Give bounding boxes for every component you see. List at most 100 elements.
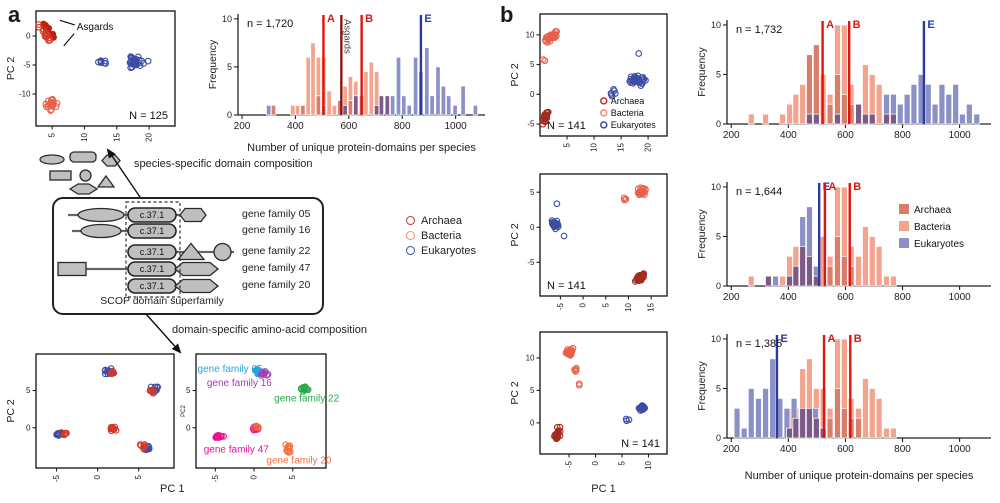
panel-b-row2-pca-svg: -5 0 5 10 15 5 0 -5 PC 2 N = 141 xyxy=(509,173,668,312)
svg-text:-5: -5 xyxy=(556,302,565,310)
svg-text:5: 5 xyxy=(716,231,721,241)
svg-text:-5: -5 xyxy=(565,460,574,468)
svg-text:Frequency: Frequency xyxy=(696,46,708,96)
svg-text:B: B xyxy=(854,333,862,345)
eukaryotes-label: Eukaryotes xyxy=(421,244,477,257)
svg-text:10: 10 xyxy=(222,14,232,24)
svg-text:Eukaryotes: Eukaryotes xyxy=(914,239,964,250)
svg-text:B: B xyxy=(365,13,373,25)
svg-text:0: 0 xyxy=(186,423,191,432)
svg-text:B: B xyxy=(853,181,861,193)
svg-text:400: 400 xyxy=(780,292,797,303)
svg-text:c.37.1: c.37.1 xyxy=(140,281,165,291)
panel-b-row3-pca-chart: -5 0 5 10 10 5 0 PC 2 PC 1 N = 141 xyxy=(506,328,671,496)
svg-text:-5: -5 xyxy=(211,474,220,482)
svg-text:1000: 1000 xyxy=(948,130,971,141)
svg-text:E: E xyxy=(823,181,830,193)
svg-text:10: 10 xyxy=(526,354,535,363)
up-left-arrow-icon xyxy=(106,148,143,201)
svg-text:n = 1,385: n = 1,385 xyxy=(736,338,782,350)
svg-text:5: 5 xyxy=(134,474,143,479)
svg-text:10: 10 xyxy=(624,302,633,311)
svg-text:gene family 47: gene family 47 xyxy=(204,444,269,455)
panel-b-row3-pca-svg: -5 0 5 10 10 5 0 PC 2 PC 1 N = 141 xyxy=(509,331,668,495)
panel-a-amino-pca-svg: -5 0 5 5 0 PC 2 xyxy=(5,353,175,482)
svg-text:20: 20 xyxy=(644,142,653,151)
svg-text:800: 800 xyxy=(894,130,911,141)
plot-area: -5 0 5 10 10 5 0 PC 2 PC 1 N = 141 xyxy=(509,331,668,495)
svg-text:15: 15 xyxy=(647,302,656,311)
svg-text:gene family 22: gene family 22 xyxy=(274,394,339,405)
svg-text:-5: -5 xyxy=(23,61,31,70)
taxa-legend: Archaea Bacteria Eukaryotes xyxy=(406,213,476,258)
svg-text:PC 2: PC 2 xyxy=(509,223,521,247)
svg-text:5: 5 xyxy=(601,302,610,307)
svg-text:600: 600 xyxy=(837,444,854,455)
svg-text:5: 5 xyxy=(530,60,535,69)
svg-text:n = 1,732: n = 1,732 xyxy=(736,24,782,36)
gene-family-16-label: gene family 16 xyxy=(242,224,311,236)
svg-text:PC 2: PC 2 xyxy=(509,63,521,87)
plot-area: 0 5 10 200 400 600 800 1000 A B En = 1,732 Frequenc… xyxy=(696,19,991,141)
svg-text:15: 15 xyxy=(112,132,121,141)
svg-text:600: 600 xyxy=(340,121,357,132)
svg-text:Frequency: Frequency xyxy=(696,208,708,258)
svg-text:gene family 20: gene family 20 xyxy=(266,456,331,467)
gene-family-47-label: gene family 47 xyxy=(242,262,311,274)
svg-text:-5: -5 xyxy=(527,120,535,129)
svg-text:5: 5 xyxy=(48,132,57,137)
panel-b-row2-histogram-svg: 0 5 10 200 400 600 800 1000 EA Bn = 1,644 Frequenc… xyxy=(696,181,991,303)
svg-text:Bacteria: Bacteria xyxy=(611,108,644,118)
svg-text:c.37.1: c.37.1 xyxy=(140,226,165,236)
svg-text:B: B xyxy=(853,19,861,31)
svg-text:800: 800 xyxy=(394,121,411,132)
svg-text:c.37.1: c.37.1 xyxy=(140,210,165,220)
plot-area: -5 0 5 5 0 PC 2 xyxy=(5,353,175,482)
svg-text:0: 0 xyxy=(591,460,600,465)
panel-b-row1-histogram-svg: 0 5 10 200 400 600 800 1000 A B En = 1,732 Frequenc… xyxy=(696,19,991,141)
svg-text:E: E xyxy=(780,333,787,345)
bacteria-label: Bacteria xyxy=(421,229,462,242)
svg-text:Number of unique protein-domai: Number of unique protein-domains per spe… xyxy=(745,470,974,482)
gene-family-20-label: gene family 20 xyxy=(242,279,311,291)
svg-text:-5: -5 xyxy=(527,258,535,267)
svg-text:Asgards: Asgards xyxy=(341,19,352,54)
svg-text:0: 0 xyxy=(227,110,232,120)
gene-glyphs-svg: c.37.1 c.37.1 c.37.1 c.37.1 c.37.1 xyxy=(57,201,234,298)
svg-text:E: E xyxy=(424,13,431,25)
legend-item-archaea: Archaea xyxy=(406,213,476,228)
arrow-to-amino-plots xyxy=(142,310,188,358)
svg-text:PC 2: PC 2 xyxy=(5,399,17,423)
panel-b-row2-pca-chart: -5 0 5 10 15 5 0 -5 PC 2 N = 141 xyxy=(506,170,671,322)
svg-text:Frequency: Frequency xyxy=(696,360,708,410)
svg-text:1000: 1000 xyxy=(445,121,468,132)
svg-text:10: 10 xyxy=(590,142,599,151)
panel-b-row1-pca-chart: 5 10 15 20 10 5 0 -5 PC 2 N = 141 Archaea Bacteria E… xyxy=(506,10,671,162)
svg-text:400: 400 xyxy=(780,444,797,455)
svg-text:Bacteria: Bacteria xyxy=(914,222,951,233)
panel-a-species-pca-chart: 5 10 15 20 0 -5 -10 PC 2 Asgards N = 125 xyxy=(4,6,179,154)
svg-text:N = 125: N = 125 xyxy=(129,110,168,122)
svg-text:N = 141: N = 141 xyxy=(547,280,586,292)
svg-text:800: 800 xyxy=(894,292,911,303)
svg-text:Archaea: Archaea xyxy=(611,96,645,106)
svg-text:0: 0 xyxy=(716,433,721,443)
svg-text:15: 15 xyxy=(617,142,626,151)
bacteria-marker-icon xyxy=(406,231,415,240)
svg-text:0: 0 xyxy=(716,119,721,129)
svg-text:PC2: PC2 xyxy=(181,405,187,417)
svg-text:A: A xyxy=(828,181,836,193)
domain-composition-caption: domain-specific amino-acid composition xyxy=(172,324,368,336)
svg-text:5: 5 xyxy=(716,69,721,79)
svg-text:0: 0 xyxy=(579,302,588,307)
svg-text:0: 0 xyxy=(716,281,721,291)
svg-text:600: 600 xyxy=(837,130,854,141)
svg-text:200: 200 xyxy=(723,444,740,455)
gene-family-22-label: gene family 22 xyxy=(242,245,311,257)
svg-text:200: 200 xyxy=(234,121,251,132)
svg-text:200: 200 xyxy=(723,130,740,141)
